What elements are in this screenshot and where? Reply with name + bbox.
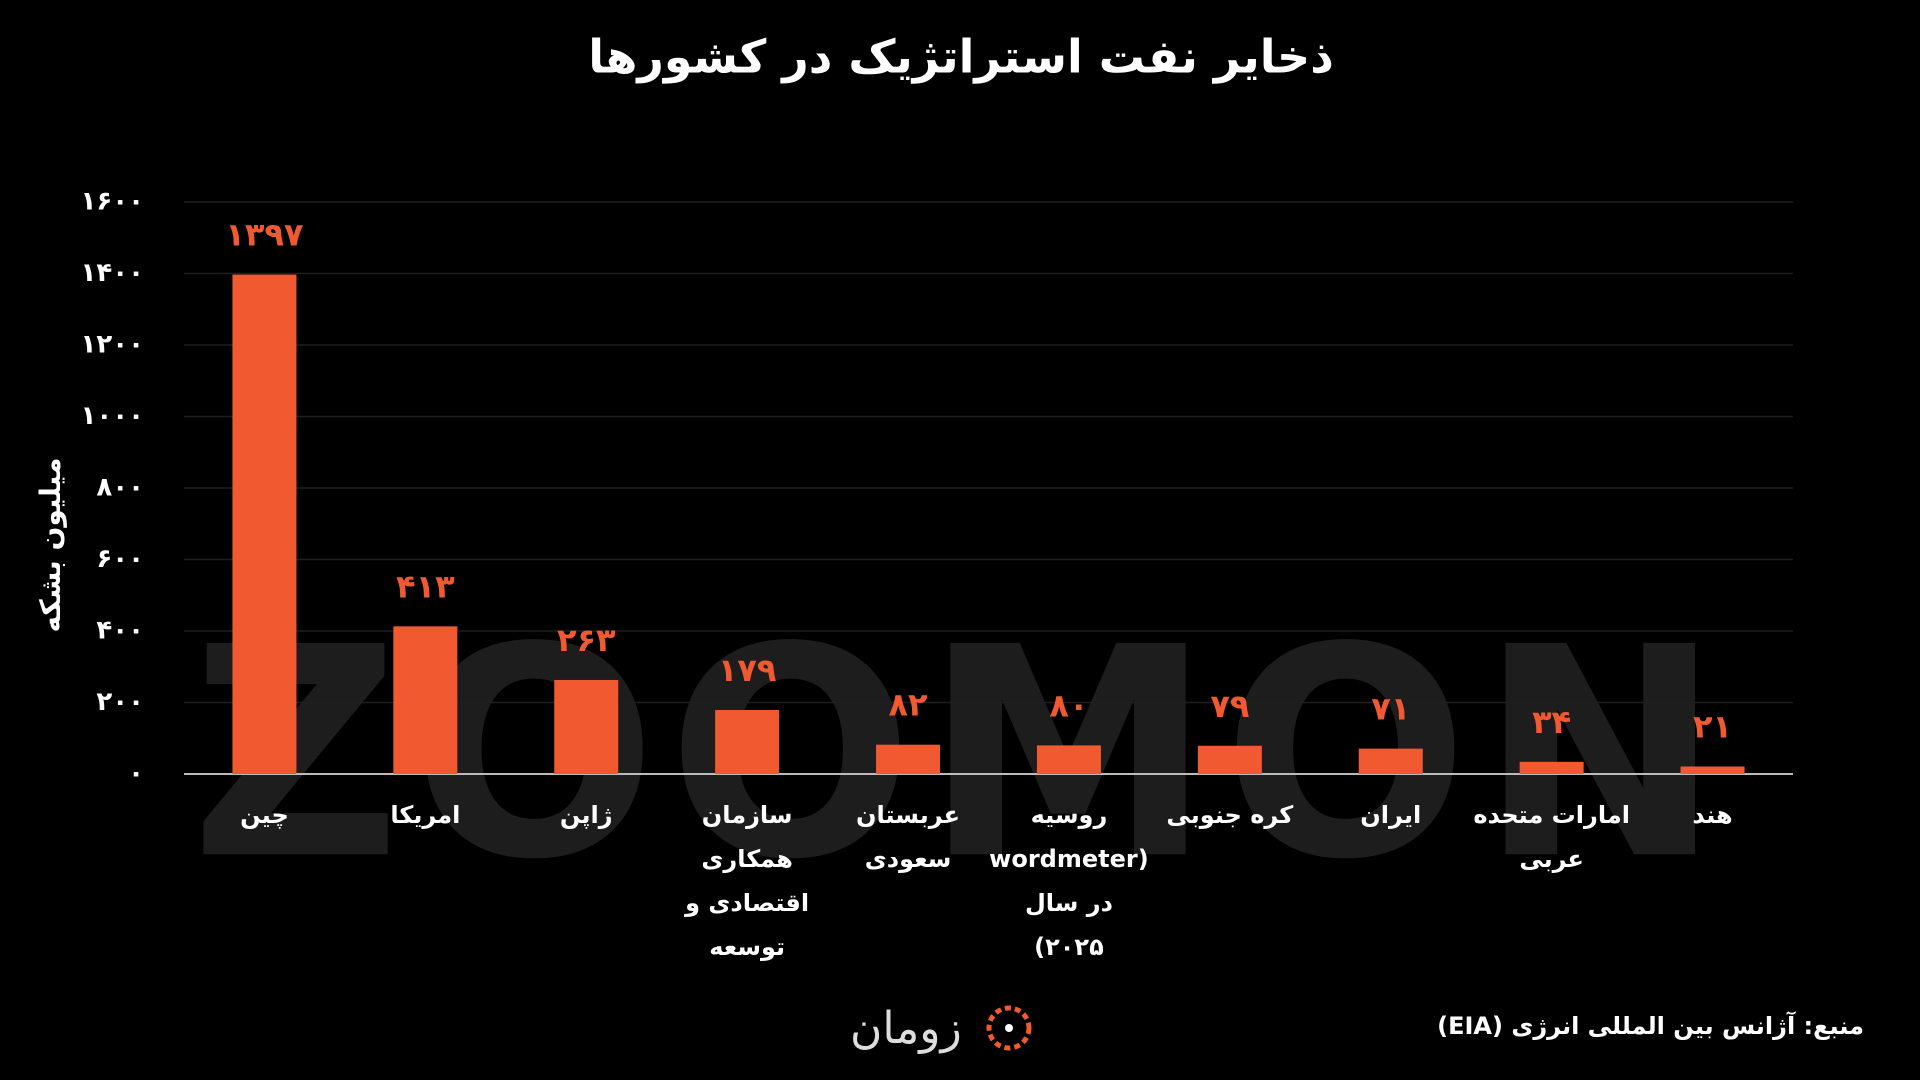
logo-text: زومان — [850, 1002, 962, 1054]
x-tick-label: ژاپن — [559, 801, 613, 829]
y-tick-label: ۲۰۰ — [96, 687, 144, 717]
y-tick-label: ۸۰۰ — [96, 473, 144, 503]
x-tick-label: روسیه (wordmeter در سال ۲۰۲۵) — [989, 801, 1149, 961]
value-label: ۸۰ — [1049, 686, 1088, 724]
logo: زومان — [850, 998, 1042, 1058]
bar — [232, 274, 297, 774]
x-tick-label: چین — [240, 801, 289, 829]
bar — [1519, 761, 1584, 774]
bar — [1358, 748, 1423, 774]
x-tick-label: ایران — [1360, 801, 1422, 829]
value-label: ۱۳۹۷ — [225, 216, 304, 254]
bar — [876, 744, 941, 774]
value-label: ۴۱۳ — [396, 567, 455, 605]
chart-title: ذخایر نفت استراتژیک در کشورها — [588, 30, 1334, 84]
bar — [1036, 745, 1101, 774]
y-tick-label: ۱۶۰۰ — [81, 187, 144, 217]
value-label: ۱۷۹ — [718, 651, 777, 689]
y-tick-label: ۱۰۰۰ — [81, 401, 144, 431]
value-label: ۲۶۳ — [557, 621, 616, 659]
bar — [1680, 766, 1745, 774]
y-tick-label: ۱۲۰۰ — [81, 330, 144, 360]
bar — [715, 710, 780, 774]
bar — [554, 679, 619, 774]
value-label: ۷۹ — [1210, 687, 1249, 725]
x-tick-label: سازمان همکاری اقتصادی و توسعه — [685, 801, 810, 961]
y-axis-label: میلیون بشکه — [34, 457, 67, 632]
y-tick-label: ۴۰۰ — [96, 616, 144, 646]
logo-icon — [986, 1005, 1032, 1051]
y-tick-label: ۱۴۰۰ — [81, 258, 144, 288]
y-tick-label: ۶۰۰ — [96, 544, 144, 574]
x-tick-label: امارات متحده عربی — [1473, 801, 1630, 873]
value-label: ۲۱ — [1693, 707, 1732, 745]
value-label: ۳۴ — [1532, 703, 1571, 741]
y-tick-label: ۰ — [128, 759, 144, 789]
x-tick-label: امریکا — [390, 801, 461, 829]
x-tick-label: کره جنوبی — [1166, 801, 1294, 829]
source: منبع: آژانس بین المللی انرژی (EIA) — [1437, 1012, 1864, 1040]
bar — [1197, 745, 1262, 774]
value-label: ۸۲ — [889, 686, 929, 724]
value-label: ۷۱ — [1371, 690, 1410, 728]
bar — [393, 626, 458, 774]
x-tick-label: هند — [1692, 801, 1733, 829]
x-tick-label: عربستان سعودی — [856, 801, 961, 873]
